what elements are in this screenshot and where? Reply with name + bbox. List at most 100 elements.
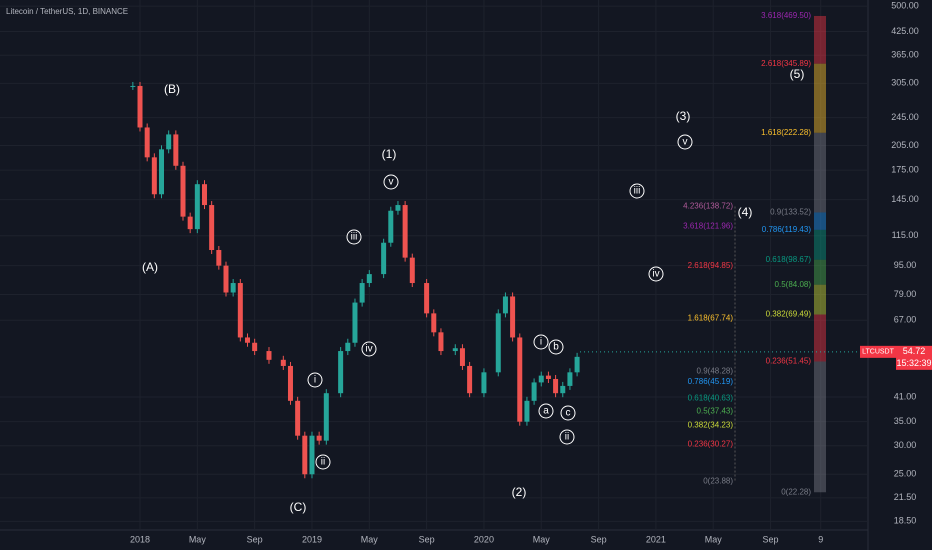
candle [502,296,508,314]
candle [517,337,523,422]
wave-label: i [314,375,316,386]
candle [252,342,258,352]
fib-label: 0.5(37.43) [697,406,734,415]
x-tick-label: May [533,534,551,544]
x-tick-label: 2021 [646,534,666,544]
y-tick-label: 205.00 [891,140,919,150]
wave-label: (C) [290,500,307,514]
fib-band [814,361,826,493]
candle [323,393,329,441]
y-tick-label: 305.00 [891,78,919,88]
price-tag [896,345,932,370]
candle [459,348,465,366]
candle [495,313,501,373]
candle [545,375,551,379]
candle [345,342,351,352]
candle [524,400,530,422]
candle [316,435,322,441]
candle [244,337,250,343]
y-tick-label: 21.50 [894,492,917,502]
wave-label: (A) [142,260,158,274]
candle [388,210,394,243]
fib-band [814,63,826,133]
wave-circle [548,339,564,355]
wave-label: iv [365,344,372,355]
wave-circle [677,134,693,150]
candle [216,250,222,266]
wave-circle [346,229,362,245]
candle [173,134,179,166]
y-tick-label: 41.00 [894,391,917,401]
fib-label: 0.786(119.43) [762,225,812,234]
chart-title: Litecoin / TetherUS, 1D, BINANCE [6,7,128,16]
x-tick-label: 2020 [474,534,494,544]
symbol-tag [860,345,896,358]
wave-label: c [566,408,571,419]
candle [531,382,537,401]
wave-label: b [553,342,559,353]
candle [409,257,415,284]
wave-label: i [540,337,542,348]
candle [266,351,272,360]
candle [424,283,430,314]
price-label: 54.72 [903,346,926,356]
wave-circle [538,403,554,419]
fib-label: 0.5(84.08) [775,280,812,289]
wave-label: ii [321,457,325,468]
fib-band [814,15,826,64]
countdown-label: 15:32:39 [896,358,931,368]
fib-band [814,132,826,213]
candle [187,216,193,230]
y-tick-label: 25.00 [894,469,917,479]
candle [452,348,458,352]
y-tick-label: 365.00 [891,50,919,60]
fib-label: 0.382(69.49) [766,310,812,319]
wave-label: ii [565,432,569,443]
fib-label: 2.618(345.89) [761,59,811,68]
wave-circle [648,266,664,282]
candle [366,274,372,284]
candle [467,365,473,394]
candle [553,378,559,394]
y-tick-label: 95.00 [894,260,917,270]
fib-label: 1.618(67.74) [688,314,734,323]
wave-label: (4) [738,205,753,219]
wave-circle [560,405,576,421]
fib-label: 0.618(98.67) [766,255,812,264]
candle [431,313,437,333]
fib-band [814,229,826,260]
candle [137,85,143,128]
fib-band [814,284,826,315]
wave-circle [307,372,323,388]
wave-circle [315,454,331,470]
candle [438,332,444,352]
candle [395,205,401,211]
candle [560,385,566,394]
y-tick-label: 79.00 [894,289,917,299]
candle [574,356,580,373]
fib-label: 4.236(138.72) [683,202,733,211]
wave-label: (B) [164,82,180,96]
candle [302,435,308,475]
x-tick-label: 2019 [302,534,322,544]
wave-label: v [683,137,688,148]
candle [481,372,487,394]
candle [381,242,387,275]
fib-label: 0.236(30.27) [688,439,734,448]
y-tick-label: 67.00 [894,315,917,325]
candle [295,400,301,436]
candle [194,184,200,230]
candle [130,85,136,87]
wave-circle [383,174,399,190]
wave-circle [361,341,377,357]
candle [359,283,365,303]
fib-label: 0(22.28) [781,487,811,496]
candle [209,205,215,251]
fib-label: 0.9(48.28) [697,367,734,376]
y-tick-label: 500.00 [891,1,919,11]
fib-label: 0(23.88) [703,477,733,486]
fib-label: 0.236(51.45) [766,357,812,366]
fib-label: 2.618(94.85) [688,261,734,270]
fib-label: 0.9(133.52) [770,208,811,217]
fib-band [814,259,826,285]
